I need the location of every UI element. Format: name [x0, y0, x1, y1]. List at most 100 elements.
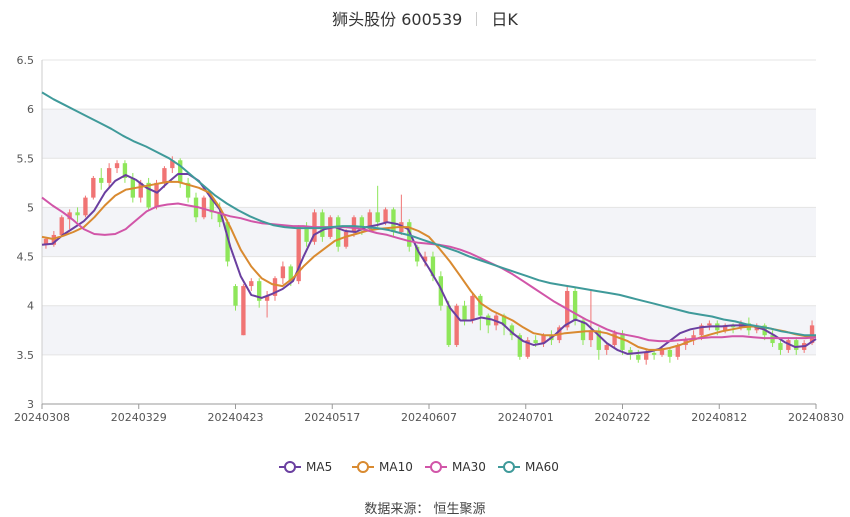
chart-title: 狮头股份 600539 日K	[0, 6, 850, 30]
candle-body	[257, 281, 262, 301]
data-source: 数据来源： 恒生聚源	[364, 502, 486, 517]
candle	[454, 303, 459, 347]
legend[interactable]: MA5 MA10 MA30 MA60	[279, 460, 559, 474]
candle-body	[83, 197, 88, 216]
candle-body	[336, 217, 341, 247]
candle	[249, 278, 254, 291]
legend-label: MA10	[379, 460, 413, 474]
ma30-line	[41, 196, 817, 343]
candle	[707, 320, 712, 331]
candle-body	[509, 325, 515, 336]
candle	[375, 185, 380, 228]
candle-body	[264, 295, 270, 301]
candle-body	[304, 227, 309, 242]
candle-body	[430, 256, 436, 277]
candle	[604, 343, 609, 355]
candle	[367, 209, 372, 232]
legend-label: MA60	[525, 460, 559, 474]
candle-body	[636, 354, 641, 360]
candle-body	[138, 182, 143, 198]
candle	[478, 293, 483, 331]
candle	[470, 293, 475, 324]
x-axis: 20240308 20240329 20240423 20240517 20240607…	[14, 403, 844, 424]
candle-body	[114, 163, 120, 169]
candle-body	[541, 335, 546, 344]
plot-background	[42, 109, 816, 355]
x-tick-label: 20240329	[111, 411, 167, 424]
candle	[233, 284, 238, 311]
candle-body	[644, 352, 649, 360]
candle	[122, 160, 128, 183]
y-tick-label: 6	[27, 103, 34, 116]
candle-body	[778, 343, 783, 350]
candle	[185, 177, 191, 203]
y-axis: 3 3.5 4 4.5 5 5.5 6 6.5	[17, 54, 43, 411]
candle-body	[146, 182, 151, 208]
candle-body	[320, 212, 325, 237]
candle	[786, 337, 791, 353]
legend-item-ma60[interactable]: MA60	[498, 460, 559, 474]
legend-label: MA30	[452, 460, 486, 474]
candle	[162, 166, 167, 188]
y-tick-label: 5.5	[17, 152, 35, 165]
candle	[320, 209, 325, 242]
candle	[241, 284, 246, 336]
candle	[201, 195, 207, 220]
candle	[272, 276, 278, 301]
candle-body	[572, 290, 578, 321]
candle-body	[620, 333, 625, 350]
candle-body	[185, 182, 191, 198]
candle-body	[628, 349, 633, 355]
candle-body	[288, 266, 293, 282]
candle-body	[675, 345, 680, 357]
candle-body	[43, 238, 49, 245]
candle-body	[391, 209, 396, 232]
candle-body	[501, 315, 507, 326]
candle-body	[51, 234, 57, 245]
candle	[114, 160, 120, 174]
x-tick-label: 20240607	[401, 411, 457, 424]
candle-body	[225, 222, 230, 262]
candle-body	[217, 212, 222, 223]
candle	[343, 229, 349, 249]
candle-body	[770, 335, 775, 344]
candle	[667, 346, 673, 363]
candle	[691, 330, 696, 346]
candle-body	[91, 177, 96, 198]
candle	[446, 300, 451, 347]
ma10-line	[41, 180, 816, 351]
candle-body	[651, 352, 657, 355]
candle	[486, 313, 491, 334]
legend-item-ma5[interactable]: MA5	[279, 460, 332, 474]
candle-body	[59, 217, 64, 235]
candle	[525, 337, 530, 359]
candle	[75, 207, 80, 223]
candle-body	[659, 349, 665, 355]
moving-average-lines	[41, 91, 817, 355]
candle-body	[178, 160, 183, 183]
candle-body	[162, 168, 167, 183]
y-tick-label: 6.5	[17, 54, 35, 67]
candle	[225, 219, 230, 267]
candle-body	[533, 340, 538, 344]
candle	[257, 278, 262, 308]
candle-body	[383, 209, 388, 223]
candle-body	[723, 325, 728, 331]
period-label: 日K	[491, 10, 518, 29]
candle-body	[154, 182, 159, 208]
background-band	[42, 109, 816, 159]
candle	[778, 340, 783, 355]
stock-name-code: 狮头股份 600539	[332, 10, 463, 29]
candle-body	[67, 212, 72, 220]
candle	[651, 349, 657, 360]
y-tick-label: 4.5	[17, 251, 35, 264]
candle	[296, 225, 301, 285]
candle-body	[517, 335, 522, 357]
candle	[91, 175, 96, 200]
legend-item-ma30[interactable]: MA30	[425, 460, 486, 474]
candle-body	[525, 340, 530, 357]
candle-body	[343, 232, 349, 247]
legend-marker	[503, 461, 515, 473]
legend-item-ma10[interactable]: MA10	[352, 460, 413, 474]
candle-body	[201, 197, 207, 218]
